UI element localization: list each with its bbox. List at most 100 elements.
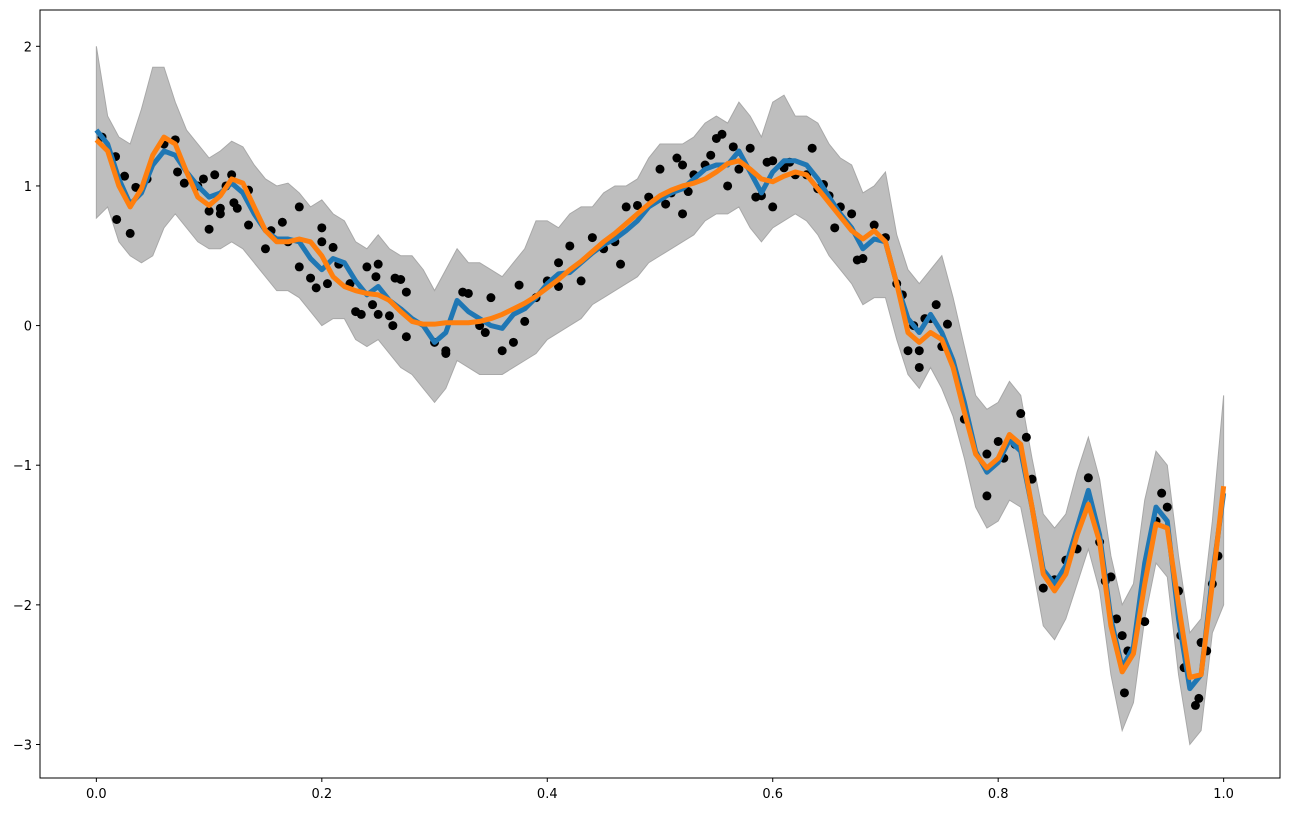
scatter-point xyxy=(1157,488,1167,498)
scatter-point xyxy=(706,150,716,160)
scatter-point xyxy=(734,164,744,174)
scatter-point xyxy=(401,287,411,297)
scatter-point xyxy=(616,259,626,269)
scatter-point xyxy=(373,309,383,319)
scatter-point xyxy=(1106,572,1116,582)
scatter-point xyxy=(869,220,879,230)
scatter-point xyxy=(1016,409,1026,419)
scatter-point xyxy=(508,337,518,347)
scatter-point xyxy=(368,300,378,310)
scatter-point xyxy=(576,276,586,286)
scatter-point xyxy=(486,293,496,303)
scatter-point xyxy=(1140,617,1150,627)
y-tick-label: −3 xyxy=(13,738,32,753)
scatter-point xyxy=(215,203,225,213)
scatter-point xyxy=(1021,432,1031,442)
scatter-point xyxy=(1083,473,1093,483)
scatter-point xyxy=(931,300,941,310)
scatter-point xyxy=(244,220,254,230)
x-tick-label: 1.0 xyxy=(1213,787,1234,802)
scatter-point xyxy=(993,436,1003,446)
scatter-point xyxy=(401,332,411,342)
scatter-point xyxy=(277,217,287,227)
scatter-point xyxy=(120,171,130,181)
scatter-point xyxy=(204,206,214,216)
scatter-point xyxy=(858,254,868,264)
scatter-point xyxy=(683,187,693,197)
scatter-point xyxy=(914,346,924,356)
scatter-point xyxy=(514,280,524,290)
scatter-point xyxy=(173,167,183,177)
scatter-point xyxy=(565,241,575,251)
scatter-point xyxy=(497,346,507,356)
scatter-point xyxy=(294,202,304,212)
scatter-point xyxy=(204,224,214,234)
scatter-point xyxy=(384,311,394,321)
scatter-point xyxy=(587,233,597,243)
scatter-point xyxy=(830,223,840,233)
scatter-point xyxy=(723,181,733,191)
scatter-point xyxy=(179,178,189,188)
scatter-point xyxy=(317,237,327,247)
scatter-point xyxy=(356,309,366,319)
scatter-point xyxy=(520,316,530,326)
scatter-point xyxy=(717,129,727,139)
scatter-point xyxy=(260,244,270,254)
scatter-point xyxy=(317,223,327,233)
x-tick-label: 0.0 xyxy=(86,787,107,802)
scatter-point xyxy=(1194,693,1204,703)
scatter-point xyxy=(1190,700,1200,710)
scatter-point xyxy=(678,160,688,170)
scatter-point xyxy=(232,203,242,213)
scatter-point xyxy=(678,209,688,219)
scatter-point xyxy=(1112,614,1122,624)
scatter-point xyxy=(982,449,992,459)
scatter-point xyxy=(621,202,631,212)
scatter-point xyxy=(210,170,220,180)
scatter-point xyxy=(982,491,992,501)
scatter-point xyxy=(322,279,332,289)
scatter-point xyxy=(914,362,924,372)
scatter-point xyxy=(328,242,338,252)
y-tick-label: −2 xyxy=(13,599,32,614)
scatter-point xyxy=(441,349,451,359)
scatter-point xyxy=(632,200,642,210)
scatter-point xyxy=(655,164,665,174)
x-tick-label: 0.2 xyxy=(311,787,332,802)
scatter-point xyxy=(311,283,321,293)
x-tick-label: 0.4 xyxy=(537,787,558,802)
confidence-band xyxy=(95,46,1225,746)
scatter-point xyxy=(396,274,406,284)
y-tick-label: 0 xyxy=(24,320,32,335)
scatter-point xyxy=(847,209,857,219)
scatter-point xyxy=(1162,502,1172,512)
y-tick-label: 1 xyxy=(24,180,32,195)
scatter-point xyxy=(125,228,135,238)
scatter-point xyxy=(198,174,208,184)
scatter-point xyxy=(745,143,755,153)
scatter-point xyxy=(661,199,671,209)
scatter-point xyxy=(1117,631,1127,641)
scatter-point xyxy=(371,272,381,282)
scatter-point xyxy=(1038,583,1048,593)
scatter-point xyxy=(373,259,383,269)
scatter-point xyxy=(903,346,913,356)
scatter-point xyxy=(306,273,316,283)
scatter-point xyxy=(768,202,778,212)
scatter-point xyxy=(728,142,738,152)
scatter-point xyxy=(672,153,682,163)
x-tick-label: 0.8 xyxy=(988,787,1009,802)
y-tick-label: −1 xyxy=(13,459,32,474)
x-tick-label: 0.6 xyxy=(762,787,783,802)
scatter-point xyxy=(463,288,473,298)
scatter-point xyxy=(807,143,817,153)
scatter-point xyxy=(1119,688,1129,698)
line xyxy=(94,134,1227,680)
scatter-point xyxy=(112,214,122,224)
scatter-point xyxy=(362,262,372,272)
y-tick-label: 2 xyxy=(24,40,32,55)
scatter-point xyxy=(942,319,952,329)
scatter-point xyxy=(227,170,237,180)
